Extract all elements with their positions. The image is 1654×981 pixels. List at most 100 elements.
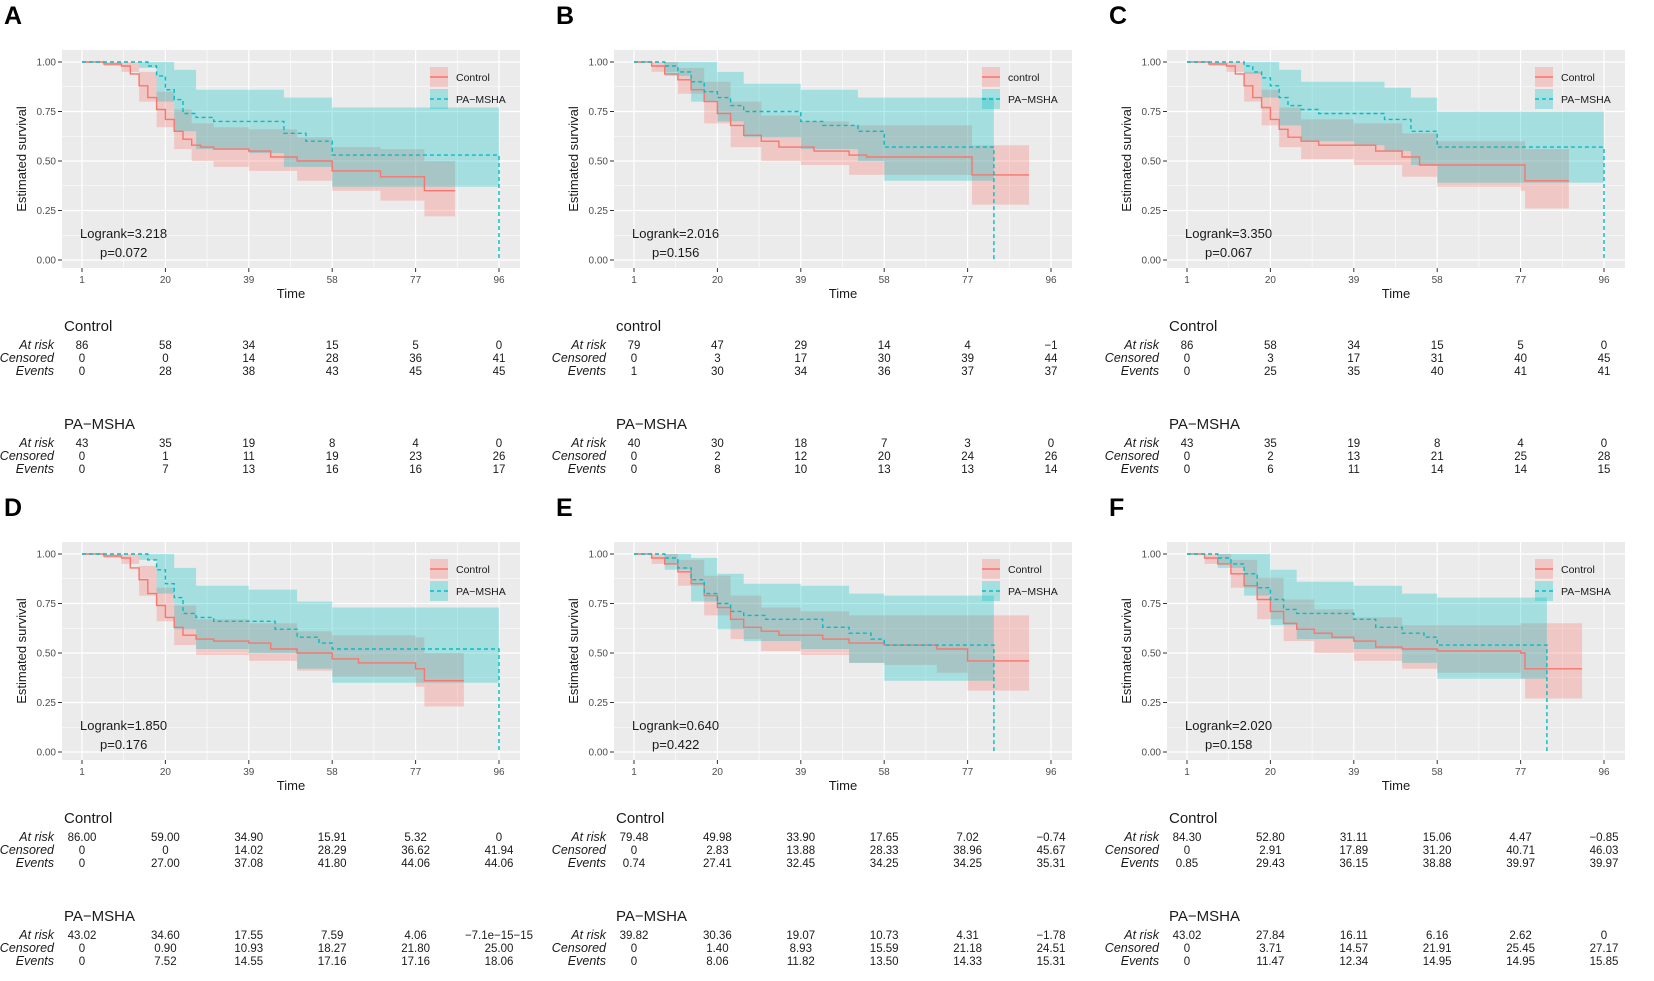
risk-cell: 15.31 [1037, 956, 1066, 968]
risk-cell: 0 [1048, 438, 1054, 450]
risk-cell: 34 [1347, 340, 1360, 352]
logrank-stat: Logrank=2.016 [632, 226, 719, 241]
risk-table-group: PA−MSHA [64, 908, 135, 925]
risk-cell: 13.50 [870, 956, 899, 968]
x-axis-title: Time [277, 778, 305, 793]
risk-cell: 2 [714, 451, 720, 463]
risk-cell: 7 [881, 438, 887, 450]
risk-row-label: At risk [18, 830, 54, 844]
y-tick-label: 0.75 [1142, 107, 1162, 118]
survival-curve-control [82, 553, 464, 682]
risk-cell: 19 [1347, 438, 1360, 450]
risk-cell: 8.06 [706, 956, 728, 968]
risk-cell: 0 [79, 451, 85, 463]
risk-cell: 14.33 [953, 956, 982, 968]
x-tick-label: 1 [79, 767, 85, 778]
plot-area [82, 553, 500, 752]
y-tick-label: 1.00 [1142, 550, 1162, 561]
risk-cell: 19.07 [786, 930, 815, 942]
x-tick-label: 58 [327, 275, 339, 286]
risk-cell: −1 [1044, 340, 1057, 352]
risk-row-label: Censored [1105, 843, 1160, 857]
risk-cell: 16 [409, 464, 422, 476]
risk-cell: 16.11 [1340, 930, 1368, 942]
risk-cell: 43.02 [68, 930, 97, 942]
risk-cell: 37 [1045, 366, 1058, 378]
risk-cell: 7 [162, 464, 168, 476]
risk-cell: 15.59 [870, 943, 899, 955]
y-axis-title: Estimated survival [566, 106, 581, 212]
risk-cell: 10.73 [870, 930, 899, 942]
y-axis-title: Estimated survival [1119, 598, 1134, 704]
risk-cell: 4.06 [404, 930, 426, 942]
risk-cell: 27.84 [1256, 930, 1285, 942]
risk-cell: 8 [714, 464, 720, 476]
risk-cell: 41.80 [318, 858, 347, 870]
risk-cell: 84.30 [1173, 832, 1202, 844]
risk-cell: 0 [162, 353, 168, 365]
x-axis-title: Time [829, 778, 857, 793]
risk-cell: 0 [79, 943, 85, 955]
risk-cell: 43 [1181, 438, 1194, 450]
x-tick-label: 58 [1432, 767, 1444, 778]
risk-cell: 44.06 [485, 858, 514, 870]
x-tick-label: 77 [962, 275, 974, 286]
risk-cell: 0 [496, 438, 502, 450]
risk-row-label: At risk [570, 830, 606, 844]
risk-cell: 21.80 [401, 943, 430, 955]
risk-cell: 30 [711, 366, 724, 378]
risk-cell: 14.02 [234, 845, 263, 857]
risk-cell: 34.90 [234, 832, 263, 844]
legend-label: Control [456, 564, 490, 576]
plot-background [62, 50, 520, 268]
y-tick-label: 0.75 [589, 599, 609, 610]
risk-row-label: Censored [0, 351, 55, 365]
x-tick-label: 77 [1515, 767, 1527, 778]
risk-cell: 86 [1181, 340, 1194, 352]
x-tick-label: 20 [1265, 767, 1277, 778]
y-tick-label: 1.00 [589, 550, 609, 561]
risk-cell: 6 [1267, 464, 1273, 476]
risk-cell: 52.80 [1256, 832, 1285, 844]
risk-row-label: Events [16, 364, 54, 378]
risk-cell: 45 [493, 366, 506, 378]
risk-cell: 0 [162, 845, 168, 857]
panel-f: F 1.00 0.75 0.50 0.25 0.00 1 20 39 58 77 96 Time Esti… [1105, 494, 1625, 968]
risk-cell: −0.85 [1589, 832, 1618, 844]
risk-row-label: At risk [1123, 436, 1159, 450]
risk-cell: 36 [409, 353, 422, 365]
legend-label: Control [1561, 72, 1595, 84]
risk-cell: 10.93 [234, 943, 263, 955]
risk-cell: 26 [493, 451, 506, 463]
risk-cell: 17 [1347, 353, 1360, 365]
risk-cell: 5 [412, 340, 418, 352]
risk-cell: 0 [79, 353, 85, 365]
risk-row-label: Events [16, 954, 54, 968]
survival-curve-pa-msha [1187, 61, 1605, 260]
ci-band-control [634, 62, 1030, 205]
x-tick-label: 58 [327, 767, 339, 778]
risk-table-group: control [616, 318, 661, 335]
risk-cell: 19 [326, 451, 339, 463]
legend-label: PA−MSHA [1008, 586, 1058, 598]
risk-table-group: Control [64, 810, 112, 827]
risk-cell: 44.06 [401, 858, 430, 870]
risk-cell: 0 [496, 340, 502, 352]
risk-cell: 28 [159, 366, 172, 378]
plot-background [1167, 542, 1625, 760]
risk-cell: 4 [412, 438, 419, 450]
survival-curve-pa-msha [82, 553, 500, 752]
plot-background [614, 542, 1072, 760]
legend-label: control [1008, 72, 1040, 84]
risk-cell: 86.00 [68, 832, 97, 844]
x-tick-label: 39 [243, 275, 255, 286]
risk-cell: 40 [1514, 353, 1527, 365]
plot-area [634, 61, 1030, 260]
logrank-stat: Logrank=3.350 [1185, 226, 1272, 241]
risk-cell: 27.41 [703, 858, 732, 870]
p-value: p=0.158 [1205, 737, 1252, 752]
risk-cell: 45 [1598, 353, 1611, 365]
risk-cell: 0 [1184, 845, 1190, 857]
risk-cell: 27.17 [1590, 943, 1619, 955]
y-tick-label: 0.25 [589, 206, 609, 217]
